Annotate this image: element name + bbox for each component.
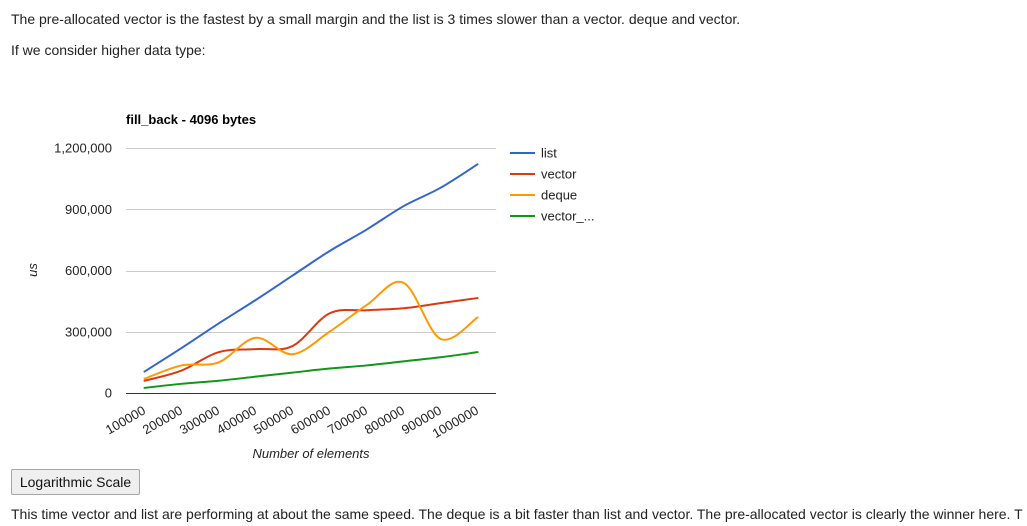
x-tick-label: 200000 <box>140 403 185 438</box>
y-tick-label: 0 <box>105 386 112 401</box>
x-tick-label: 400000 <box>214 403 259 438</box>
legend: list vector deque vector_... <box>510 146 594 224</box>
x-tick-label: 600000 <box>288 403 333 438</box>
intro-paragraph: The pre-allocated vector is the fastest … <box>11 11 741 27</box>
line-chart: 0 300,000 600,000 900,000 1,200,000 10000020… <box>25 112 594 461</box>
x-tick-label: 700000 <box>325 403 370 438</box>
series-line-vector <box>143 297 479 382</box>
legend-item-list[interactable]: list <box>510 146 557 161</box>
y-tick-label: 1,200,000 <box>54 141 112 156</box>
chart-title: fill_back - 4096 bytes <box>126 112 256 127</box>
y-tick-label: 900,000 <box>65 202 112 217</box>
y-tick-label: 600,000 <box>65 263 112 278</box>
series-line-vector-2 <box>143 351 479 389</box>
x-tick-label: 300000 <box>177 403 222 438</box>
series-lines <box>143 163 479 389</box>
logarithmic-scale-button[interactable]: Logarithmic Scale <box>11 469 140 495</box>
lead-in-paragraph: If we consider higher data type: <box>11 42 206 58</box>
legend-label: vector <box>541 167 577 182</box>
x-tick-label: 500000 <box>251 403 296 438</box>
legend-item-vector-2[interactable]: vector_... <box>510 209 594 224</box>
legend-label: vector_... <box>541 209 594 224</box>
x-axis-title: Number of elements <box>252 446 370 461</box>
legend-item-vector[interactable]: vector <box>510 167 577 182</box>
x-axis-tick-labels: 1000002000003000004000005000006000007000… <box>103 403 481 441</box>
y-axis-tick-labels: 0 300,000 600,000 900,000 1,200,000 <box>54 141 112 401</box>
series-line-deque <box>143 280 479 380</box>
x-tick-label: 800000 <box>362 403 407 438</box>
legend-label: list <box>541 146 557 161</box>
x-tick-label: 100000 <box>103 403 148 438</box>
legend-item-deque[interactable]: deque <box>510 188 577 203</box>
conclusion-paragraph: This time vector and list are performing… <box>11 506 1023 522</box>
y-axis-title: us <box>25 263 40 277</box>
series-line-list <box>143 163 479 373</box>
y-tick-label: 300,000 <box>65 324 112 339</box>
legend-label: deque <box>541 188 577 203</box>
